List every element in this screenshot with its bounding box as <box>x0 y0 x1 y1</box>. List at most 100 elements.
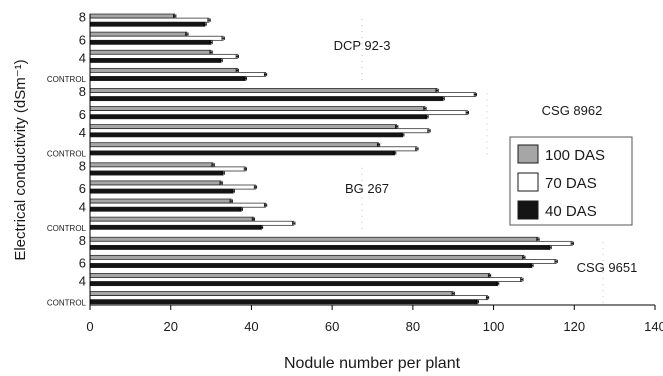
x-tick-label: 40 <box>244 319 258 334</box>
bar-1-8-s3 <box>89 21 206 27</box>
error-bar <box>235 54 239 58</box>
bar-3-8-s1 <box>89 162 214 168</box>
group-label: CSG 9651 <box>577 260 638 275</box>
error-bar <box>536 237 540 241</box>
x-tick-label: 0 <box>86 319 93 334</box>
category-label: 4 <box>79 50 86 65</box>
error-bar <box>423 106 427 111</box>
error-bar <box>263 72 268 77</box>
bar-2-8-s1 <box>89 88 438 93</box>
error-bar <box>207 18 211 22</box>
group-label: DCP 92-3 <box>334 38 391 53</box>
bars-layer <box>89 13 574 305</box>
error-bar <box>253 185 258 189</box>
legend-label: 70 DAS <box>545 175 597 192</box>
bar-3-4-s3 <box>89 206 242 212</box>
category-label: 8 <box>79 10 86 25</box>
error-bar <box>251 217 256 221</box>
bar-1-6-s3 <box>89 39 212 45</box>
bar-4-control-s2 <box>89 295 488 301</box>
bar-3-control-s2 <box>89 220 295 226</box>
bar-3-6-s2 <box>89 184 256 190</box>
category-label: 4 <box>79 199 86 214</box>
bar-4-8-s2 <box>89 240 573 246</box>
bar-4-4-s1 <box>89 273 490 278</box>
bar-1-8-s2 <box>89 17 210 23</box>
category-label: CONTROL <box>47 75 87 84</box>
bar-4-6-s1 <box>89 254 525 260</box>
x-tick-label: 120 <box>563 319 585 334</box>
error-bar <box>427 129 431 133</box>
x-tick-label: 140 <box>644 319 663 334</box>
legend: 100 DAS 70 DAS 40 DAS <box>509 136 633 226</box>
error-bar <box>393 151 397 155</box>
bar-2-control-s3 <box>89 150 396 156</box>
bar-1-4-s2 <box>89 53 238 59</box>
category-label: CONTROL <box>47 149 87 158</box>
bar-1-control-s1 <box>89 67 238 73</box>
error-bar <box>209 40 213 44</box>
error-bar <box>231 189 235 193</box>
error-bar <box>259 225 264 229</box>
category-label: 4 <box>79 274 86 289</box>
legend-swatch <box>517 200 539 220</box>
error-bar <box>401 133 405 137</box>
bar-2-control-s1 <box>89 142 379 148</box>
error-bar <box>548 245 552 250</box>
error-bar <box>376 143 381 147</box>
category-label: 8 <box>79 158 86 173</box>
legend-label: 40 DAS <box>545 203 597 220</box>
bar-1-4-s1 <box>89 49 212 55</box>
bar-4-4-s3 <box>89 281 498 287</box>
category-label: 6 <box>79 181 86 196</box>
y-axis-title: Electrical conductivity (dSm⁻¹) <box>12 59 29 260</box>
bar-1-6-s1 <box>89 31 188 37</box>
error-bar <box>425 115 429 119</box>
error-bar <box>221 171 225 175</box>
error-bar <box>221 36 225 40</box>
group-labels-layer: DCP 92-3 CSG 8962 BG 267 CSG 9651 <box>334 19 638 307</box>
error-bar <box>239 207 243 211</box>
bar-3-8-s2 <box>89 166 246 172</box>
error-bar <box>235 68 239 72</box>
bar-1-control-s2 <box>89 72 266 77</box>
error-bar <box>465 111 469 115</box>
error-bar <box>520 277 524 282</box>
bar-2-4-s3 <box>89 132 404 138</box>
category-label: 8 <box>79 84 86 99</box>
bar-3-4-s2 <box>89 202 266 208</box>
bar-1-8-s1 <box>89 13 176 19</box>
category-label: 4 <box>79 125 86 140</box>
error-bar <box>243 76 247 81</box>
error-bar <box>554 259 558 264</box>
error-bar <box>435 88 439 93</box>
bar-4-6-s2 <box>89 259 557 264</box>
legend-label: 100 DAS <box>545 147 605 164</box>
error-bar <box>570 241 574 245</box>
category-label: 6 <box>79 256 86 271</box>
error-bar <box>530 263 534 268</box>
bar-2-4-s1 <box>89 124 398 130</box>
x-tick-label: 60 <box>325 319 339 334</box>
bar-4-4-s2 <box>89 277 523 282</box>
error-bar <box>173 14 177 18</box>
category-label: CONTROL <box>47 298 87 307</box>
bar-4-6-s3 <box>89 263 533 268</box>
error-bar <box>395 125 399 129</box>
x-tick-label: 100 <box>483 319 505 334</box>
bar-3-6-s1 <box>89 180 222 186</box>
legend-swatch <box>517 144 539 164</box>
x-axis-title: Nodule number per plant <box>284 355 461 372</box>
error-bar <box>496 282 500 286</box>
bar-3-control-s1 <box>89 216 254 222</box>
bar-4-8-s1 <box>89 236 539 242</box>
bar-2-4-s2 <box>89 128 430 134</box>
error-bar <box>451 291 455 296</box>
error-bar <box>522 255 526 259</box>
error-bar <box>243 167 247 171</box>
error-bar <box>441 97 445 101</box>
bar-1-4-s3 <box>89 58 222 63</box>
error-bar <box>203 22 207 26</box>
error-bar <box>475 300 480 304</box>
